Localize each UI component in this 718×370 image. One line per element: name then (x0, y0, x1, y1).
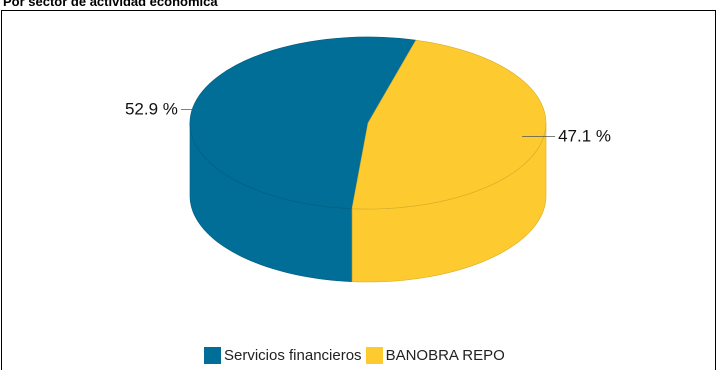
data-label-servicios: 52.9 % (125, 99, 178, 118)
legend-swatch-banobra (365, 346, 383, 364)
data-label-banobra: 47.1 % (558, 127, 611, 146)
legend-item-servicios: Servicios financieros (204, 346, 362, 364)
chart-frame (1, 10, 716, 370)
chart-heading: Por sector de actividad económica (3, 0, 218, 9)
legend-label-banobra: BANOBRA REPO (385, 346, 505, 364)
legend: Servicios financieros BANOBRA REPO (204, 346, 509, 364)
pie-slice-servicios (189, 36, 417, 209)
legend-swatch-servicios (204, 346, 221, 364)
pie-slice-banobra (351, 39, 547, 210)
legend-item-banobra: BANOBRA REPO (365, 346, 505, 364)
legend-label-servicios: Servicios financieros (224, 346, 362, 364)
